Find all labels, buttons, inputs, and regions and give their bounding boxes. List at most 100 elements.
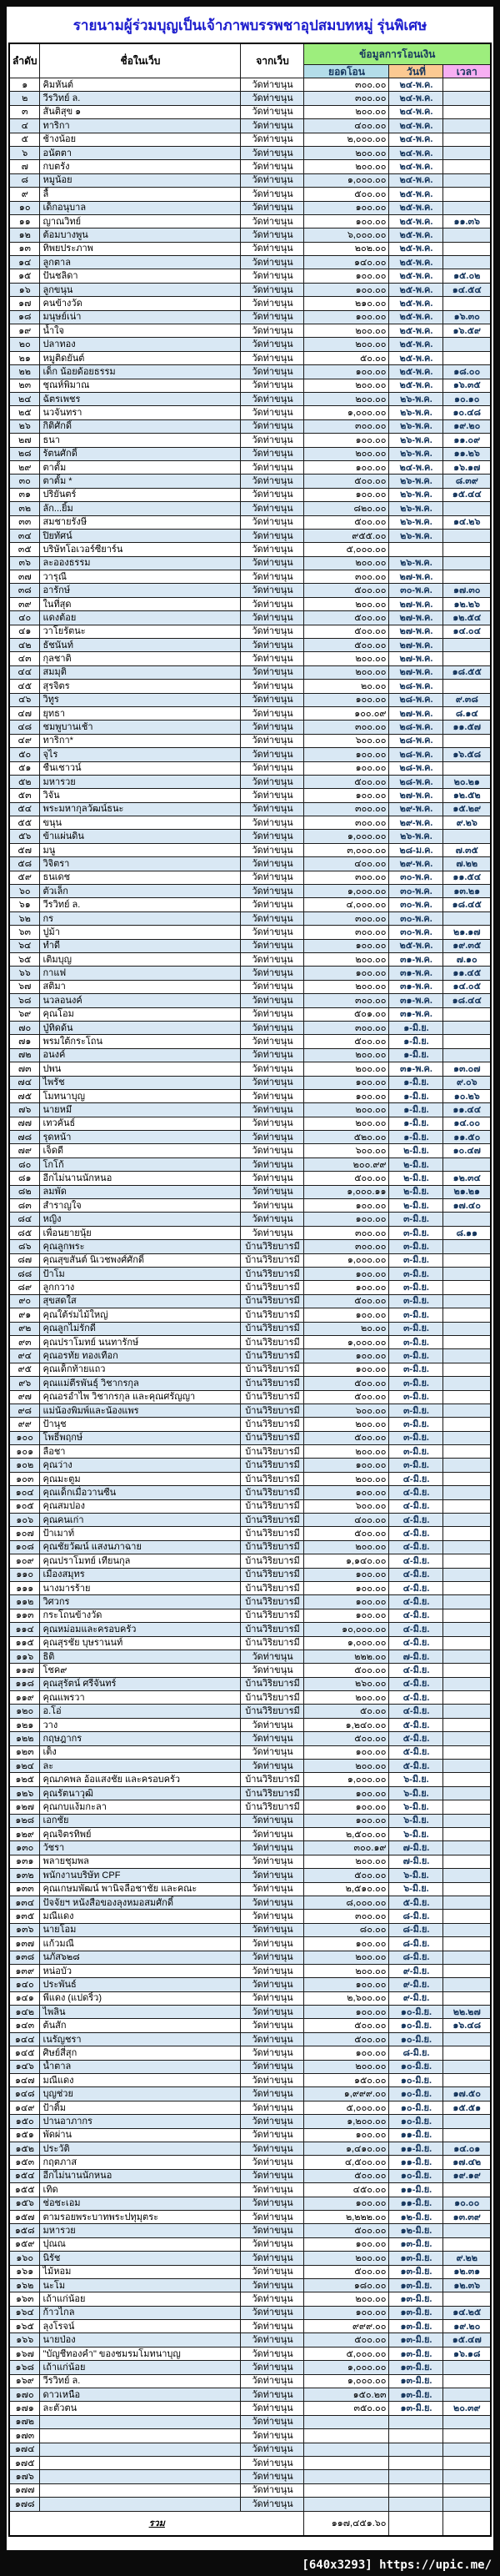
table-row: ๑๗๓ วัดท่าขนุน <box>8 2428 492 2443</box>
table-row: ๑๗๗ วัดท่าขนุน <box>8 2483 492 2498</box>
table-row: ๕๙ ธนเดช วัดท่าขนุน ๓๐๐.๐๐ ๓๐-พ.ค. ๑๑.๕๔ <box>8 870 492 886</box>
table-row: ๑๕๘ มหารวย วัดท่าขนุน ๕๐๐.๐๐ ๑๒-มิ.ย. <box>8 2223 492 2238</box>
table-row: ๑๖๘ เถ้าแก่น้อย วัดท่าขนุน ๑,๐๐๐.๐๐ ๑๓-มิ.ย. <box>8 2360 492 2375</box>
table-row: ๗๐ ปู่ทิดด้น วัดท่าขนุน ๓๐๐.๐๐ ๑-มิ.ย. <box>8 1020 492 1036</box>
table-row: ๑๑๔ คุณหม่อมและครอบครัว บ้านวิริยบารมี ๑๐,๐… <box>8 1622 492 1637</box>
table-row: ๑๔๐ ประพันธ์ วัดท่าขนุน ๑๐๐.๐๐ ๙-มิ.ย. <box>8 1977 492 1992</box>
table-row: ๑๐ เด็กอนุบาล วัดท่าขนุน ๑๐๐.๐๐ ๒๕-พ.ค. <box>8 200 492 215</box>
total-date-empty <box>388 2510 444 2537</box>
table-row: ๑๕๗ ตามรอยพระบาทพระปทุมุตระ วัดท่าขนุน ๒,๒๒… <box>8 2209 492 2225</box>
table-row: ๗กบตรัง วัดท่าขนุน ๒๐๐.๐๐ ๒๔-พ.ค. <box>8 159 492 174</box>
table-row: ๖อนัตตา วัดท่าขนุน ๒๐๐.๐๐ ๒๔-พ.ค. <box>8 145 492 161</box>
table-row: ๓๒ ลัก...ยิ้ม วัดท่าขนุน ๘๒๐.๐๐ ๒๖-พ.ค. <box>8 501 492 516</box>
table-row: ๑๑๙ คุณแพรวา บ้านวิริยบารมี ๒๐๐.๐๐ ๔-มิ.ย. <box>8 1690 492 1705</box>
table-row: ๑๐๐ โพธิ์พฤกษ์ บ้านวิริยบารมี ๕๐๐.๐๐ ๓-มิ.ย. <box>8 1430 492 1446</box>
table-row: ๔๗ ยุทธา วัดท่าขนุน ๑๐๐.๐๙ ๒๗-พ.ค. ๘.๑๔ <box>8 706 492 721</box>
table-row: ๔๖ วิทูร วัดท่าขนุน ๑๐๐.๐๐ ๒๘-พ.ค. ๙.๓๘ <box>8 692 492 707</box>
table-row: ๙๖ คุณแม่ตีรพันธุ์ วิชากรกุล บ้านวิริยบารม… <box>8 1376 492 1391</box>
table-row: ๕๘ วิจิตรา วัดท่าขนุน ๔๐๐.๐๐ ๒๙-พ.ค. ๗.๒๒ <box>8 856 492 871</box>
table-row: ๙๘ แม่น้องพิมพ์และน้องแพร บ้านวิริยบารมี ๖๐… <box>8 1403 492 1419</box>
table-row: ๑๑ ญาณวิทย์ วัดท่าขนุน ๑๐๐.๐๐ ๒๕-พ.ค. ๑๑.๓๖ <box>8 213 492 229</box>
table-row: ๑๔๙ ป้าติ้ม วัดท่าขนุน ๕,๐๐๐.๐๐ ๑๐-มิ.ย. ๑๕.๕… <box>8 2100 492 2116</box>
table-row: ๑๒๓ เต็ง วัดท่าขนุน ๑๐๐.๐๐ ๕-มิ.ย. <box>8 1745 492 1760</box>
table-row: ๑๕๕ เทิด วัดท่าขนุน ๔๕๐.๐๐ ๑๑-มิ.ย. <box>8 2182 492 2197</box>
table-row: ๘๖ คุณลูกพระ บ้านวิริยบารมี ๓๐๐.๐๐ ๓-มิ.ย. <box>8 1239 492 1254</box>
table-row: ๑๗๘ วัดท่าขนุน <box>8 2497 492 2512</box>
table-row: ๑๓๒ พนักงานบริษัท CPF วัดท่าขนุน ๕๐๐.๐๐ ๖-มิ… <box>8 1868 492 1883</box>
table-row: ๒๖ กิติศักดิ์ วัดท่าขนุน ๓๐๐.๐๐ ๒๖-พ.ค. ๑๙.๒๐ <box>8 419 492 434</box>
header-no: ลำดับ <box>8 43 41 78</box>
table-row: ๒๓ ชุณห์พิมาณ วัดท่าขนุน ๒๐๐.๐๐ ๒๕-พ.ค. ๑๖.๓๕ <box>8 378 492 393</box>
table-row: ๖๑ วีรวิทย์ ล. วัดท่าขนุน ๔,๐๐๐.๐๐ ๓๐-พ.ค. ๑๘… <box>8 897 492 912</box>
donor-table: ลำดับ ชื่อในเว็บ จากเว็บ ข้อมูลการโอนเงิ… <box>8 43 492 2537</box>
table-row: ๖๐ ตัวเล็ก วัดท่าขนุน ๑,๐๐๐.๐๐ ๓๐-พ.ค. ๑๓.๒๑ <box>8 884 492 899</box>
table-row: ๕๐ จุไร วัดท่าขนุน ๑๐๐.๐๐ ๒๘-พ.ค. ๑๖.๕๘ <box>8 747 492 762</box>
table-row: ๑๐๙ คุณปราโมทย์ เทียนกุล บ้านวิริยบารมี ๑,๑… <box>8 1554 492 1569</box>
table-row: ๑๕๖ ช่อชะเอม วัดท่าขนุน ๑๐๐.๐๐ ๑๑-มิ.ย. ๑๐.๐๐ <box>8 2196 492 2211</box>
table-row: ๑๑๘ คุณสุรัตน์ ศรีจันทร์ บ้านวิริยบารมี ๒๖๐… <box>8 1676 492 1692</box>
table-row: ๑๗ คนข้างวัด วัดท่าขนุน ๒๑๐.๐๐ ๒๕-พ.ค. <box>8 296 492 311</box>
table-row: ๑๖๔ ก้าวไกล วัดท่าขนุน ๑๐๐.๐๐ ๑๓-มิ.ย. ๑๔.๒๕ <box>8 2305 492 2321</box>
table-row: ๑๔๖ น้ำตาล วัดท่าขนุน ๒๐๐.๐๐ ๑๐-มิ.ย. <box>8 2059 492 2075</box>
table-row: ๑๖๓ เถ้าแก่น้อย วัดท่าขนุน ๒๐๐.๐๐ ๑๓-มิ.ย. <box>8 2292 492 2307</box>
table-row: ๑๔๘ บุญช่วย วัดท่าขนุน ๑,๙๙๙.๐๐ ๑๐-มิ.ย. ๑๗.๕… <box>8 2086 492 2101</box>
table-row: ๖๒ กร วัดท่าขนุน ๓๐๐.๐๐ ๓๐-พ.ค. <box>8 911 492 926</box>
table-row: ๘๔ หญิง วัดท่าขนุน ๑๐๐.๐๐ ๓-มิ.ย. <box>8 1212 492 1227</box>
table-row: ๖๔ ทำดี วัดท่าขนุน ๑๐๐.๐๐ ๒๕-พ.ค. ๑๙.๓๕ <box>8 938 492 954</box>
table-row: ๑๖๗ "บัญชีทองคำ" ของชมรมโมทนาบุญ วัดท่าขนุ… <box>8 2346 492 2362</box>
table-row: ๔๕ สุรจิตร วัดท่าขนุน ๒๐.๐๐ ๒๘-พ.ค. <box>8 679 492 694</box>
table-row: ๑๓๙ หน่อบัว วัดท่าขนุน ๒๐๐.๐๐ ๙-มิ.ย. <box>8 1963 492 1979</box>
table-row: ๔๘ ชมพูบานเช้า วัดท่าขนุน ๓๐๐.๐๐ ๒๘-พ.ค. ๑๑.๕… <box>8 720 492 735</box>
table-row: ๘๑ อีกไม่นานนักหนอ วัดท่าขนุน ๕๐๐.๐๐ ๒-มิ.ย.… <box>8 1171 492 1186</box>
header-amount: ยอดโอน <box>303 64 390 78</box>
table-row: ๑๐๒ คุณว่าง บ้านวิริยบารมี ๑๐๐.๐๐ ๓-มิ.ย. <box>8 1458 492 1473</box>
table-row: ๑๕๓ กฤตภาส วัดท่าขนุน ๔,๕๐๐.๐๐ ๑๑-มิ.ย. ๑๗.๔๒ <box>8 2155 492 2170</box>
table-row: ๘๓ สำราญใจ วัดท่าขนุน ๑๐๐.๐๐ ๒-มิ.ย. ๑๗.๔๐ <box>8 1198 492 1213</box>
table-row: ๑๓๗ แก้วมณี วัดท่าขนุน ๑๐๐.๐๐ ๘-มิ.ย. <box>8 1936 492 1951</box>
table-row: ๑๔๒ ไพลิน วัดท่าขนุน ๑๐๐.๐๐ ๑๐-มิ.ย. ๒๒.๒๗ <box>8 2005 492 2020</box>
table-row: ๑๗๖ วัดท่าขนุน <box>8 2469 492 2484</box>
table-row: ๑๖๒ นะโม วัดท่าขนุน ๑๘๐.๐๐ ๑๓-มิ.ย. ๑๒.๓๖ <box>8 2277 492 2293</box>
table-row: ๑๑๒ วิศวกร บ้านวิริยบารมี ๑๐๐.๐๐ ๔-มิ.ย. <box>8 1594 492 1609</box>
table-row: ๒๑ หมูติดยันต์ วัดท่าขนุน ๕๐.๐๐ ๒๕-พ.ค. <box>8 350 492 366</box>
table-row: ๓๗ วารุณี วัดท่าขนุน ๓๐๐.๐๐ ๒๗-พ.ค. <box>8 570 492 585</box>
table-row: ๓๕ บริษัทโอเวอร์ซียาร์น วัดท่าขนุน ๕,๐๐๐.๐๐ <box>8 542 492 557</box>
table-row: ๑๖๙ วีรวิทย์ ล. วัดท่าขนุน ๑,๐๐๐.๐๐ ๑๓-มิ.ย. <box>8 2373 492 2389</box>
table-row: ๘๐ โกโก้ วัดท่าขนุน ๒๐๐.๙๙ ๒-มิ.ย. <box>8 1157 492 1173</box>
table-row: ๑๓๔ ปัจจัยฯ หนังสือของลุงหมอสมศักดิ์ วัดท่… <box>8 1895 492 1911</box>
table-row: ๒๒ เด็ก น้อยด้อยธรรม วัดท่าขนุน ๑๐๐.๐๐ ๒๕-พ.… <box>8 364 492 379</box>
table-row: ๑๓๐ วัชรา วัดท่าขนุน ๓๐๐.๑๙ ๗-มิ.ย. <box>8 1840 492 1855</box>
table-row: ๙๑ คุณใต้ร่มไม้ใหญ่ บ้านวิริยบารมี ๑๐๐.๐๐ ๓-… <box>8 1308 492 1323</box>
table-row: ๖๖ กาแฟ วัดท่าขนุน ๑๐๐.๐๐ ๓๑-พ.ค. ๑๑.๔๕ <box>8 966 492 981</box>
document-page: รายนามผู้ร่วมบุญเป็นเจ้าภาพบรรพชาอุปสมบท… <box>7 7 493 2550</box>
table-row: ๓๔ ปิยทัศน์ วัดท่าขนุน ๙๕๕.๐๐ ๒๖-พ.ค. <box>8 528 492 544</box>
table-row: ๑๐๕ คุณสมปอง บ้านวิริยบารมี ๖๐๐.๐๐ ๔-มิ.ย. <box>8 1499 492 1514</box>
table-row: ๑๑๗ โชค๙ วัดท่าขนุน ๕๐๐.๐๐ ๔-มิ.ย. <box>8 1663 492 1678</box>
table-row: ๕๑ ชื่นเชาวน์ วัดท่าขนุน ๑๐๐.๐๐ ๒๘-พ.ค. <box>8 761 492 776</box>
table-row: ๑๕๒ ประวัติ วัดท่าขนุน ๑,๔๑๐.๐๐ ๑๑-มิ.ย. ๑๔.๐… <box>8 2141 492 2157</box>
table-row: ๗๕ โมทนาบุญ วัดท่าขนุน ๑๐๐.๐๐ ๑-มิ.ย. ๑๐.๒๖ <box>8 1088 492 1104</box>
table-row: ๓๑ ปริยันตร์ วัดท่าขนุน ๑๐๐.๐๐ ๒๖-พ.ค. ๑๕.๔๔ <box>8 487 492 503</box>
header-name: ชื่อในเว็บ <box>39 43 242 78</box>
table-row: ๑๐๔ คุณเด็กเมื่อวานซืน บ้านวิริยบารมี ๑๐๐.๐… <box>8 1485 492 1500</box>
table-row: ๘๕ เพื่อนยายนุ้ย วัดท่าขนุน ๓๐๐.๐๐ ๓-มิ.ย. ๘.… <box>8 1225 492 1241</box>
table-row: ๕๕ ขนุน วัดท่าขนุน ๓๐๐.๐๐ ๒๙-พ.ค. ๙.๒๖ <box>8 816 492 831</box>
table-row: ๑๓๖ นายโอม วัดท่าขนุน ๘๐.๐๐ ๘-มิ.ย. <box>8 1922 492 1938</box>
table-row: ๑๒๕ คุณภคพล อ้อแสงชัย และครอบครัว บ้านวิริ… <box>8 1772 492 1787</box>
table-row: ๑๑๖ ธิติ วัดท่าขนุน ๒๒๒.๐๐ ๗-มิ.ย. <box>8 1649 492 1665</box>
table-row: ๑๕ ปันชลิดา วัดท่าขนุน ๑๐๐.๐๐ ๒๕-พ.ค. ๑๕.๐๒ <box>8 269 492 284</box>
table-row: ๑๒๙ คุณจิตรทิพย์ วัดท่าขนุน ๒,๕๐๐.๐๐ ๖-มิ.ย. <box>8 1826 492 1842</box>
table-row: ๑๐๖ คุณคนเก่า บ้านวิริยบารมี ๔๐๐.๐๐ ๔-มิ.ย. <box>8 1513 492 1528</box>
table-row: ๖๓ ปูม้า วัดท่าขนุน ๓๐๐.๐๐ ๓๐-พ.ค. ๒๑.๑๗ <box>8 925 492 940</box>
table-row: ๗๒ อนงค์ วัดท่าขนุน ๒๐๐.๐๐ ๑-มิ.ย. <box>8 1047 492 1063</box>
table-row: ๓สันติสุข ๑วัดท่าขนุน ๒๐๐.๐๐ ๒๔-พ.ค. <box>8 104 492 120</box>
table-row: ๑๖๑ ไม้หอม วัดท่าขนุน ๕๐๐.๐๐ ๑๓-มิ.ย. ๑๒.๓๑ <box>8 2264 492 2279</box>
table-row: ๑๗๒ วัดท่าขนุน <box>8 2414 492 2430</box>
table-row: ๑๓๓ คุณเกษมพัฒน์ พานิจลือชาชัย และคณะ วัดท… <box>8 1881 492 1896</box>
table-row: ๓๖ ละอองธรรม วัดท่าขนุน ๒๐๐.๐๐ ๒๖-พ.ค. <box>8 555 492 571</box>
table-row: ๘๙ ลูกกวาง บ้านวิริยบารมี ๑๐๐.๐๐ ๓-มิ.ย. <box>8 1280 492 1295</box>
table-row: ๑๔๔ เนรัญชรา วัดท่าขนุน ๕๐๐.๐๐ ๑๐-มิ.ย. <box>8 2031 492 2047</box>
table-row: ๑๑๑ นางมารร้าย บ้านวิริยบารมี ๑๐๐.๐๐ ๔-มิ.ย. <box>8 1580 492 1596</box>
table-row: ๙๗ คุณอรอำไพ วิชากรกุล และคุณศรัญญา บ้านวิ… <box>8 1389 492 1404</box>
table-row: ๔๒ ธัชนันท์ วัดท่าขนุน ๕๐๐.๐๐ ๒๗-พ.ค. <box>8 638 492 653</box>
